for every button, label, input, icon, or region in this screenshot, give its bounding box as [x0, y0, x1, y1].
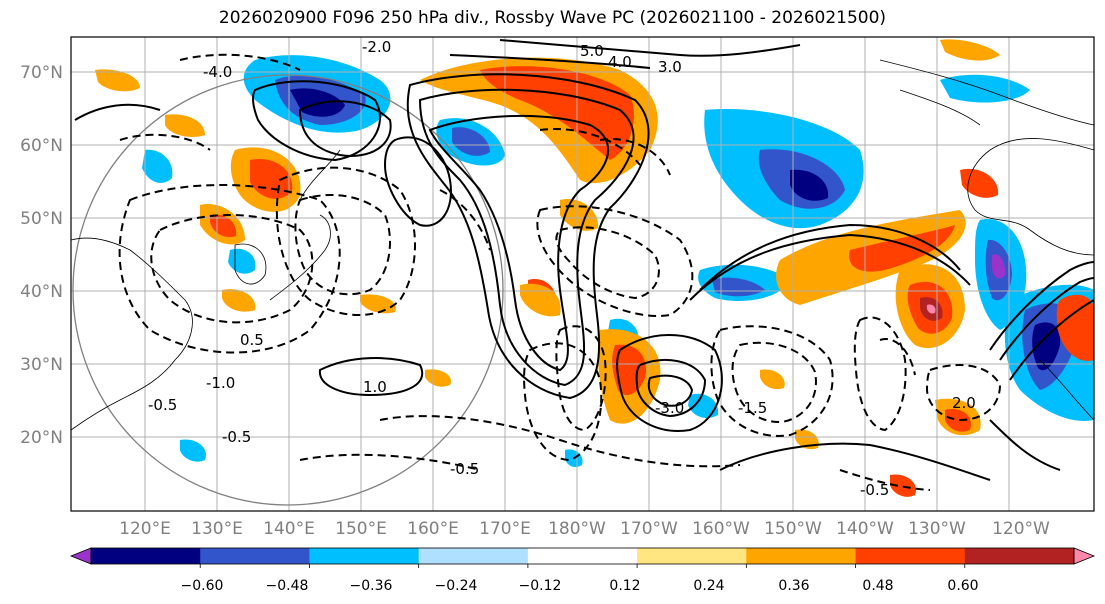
lon-label: 150°W [764, 519, 822, 539]
colorbar-frame [90, 547, 1075, 565]
contour-label: -4.0 [203, 63, 232, 81]
colorbar-extend-max [1073, 547, 1096, 565]
colorbar-segment [418, 548, 529, 564]
contour-label: 4.0 [608, 53, 632, 71]
lon-label: 120°E [119, 519, 171, 539]
coastlines [71, 59, 1094, 431]
contour-label: -1.5 [738, 399, 767, 417]
graticule [71, 37, 1094, 511]
lat-label: 20°N [20, 428, 63, 448]
colorbar-segment [527, 548, 638, 564]
lon-label: 170°W [620, 519, 678, 539]
longitude-labels: 120°E 130°E 140°E 150°E 160°E 170°E 180°… [119, 519, 1050, 539]
colorbar-segment [637, 548, 747, 564]
colorbar-segment [200, 548, 310, 564]
contour-label: -1.0 [206, 374, 235, 392]
lon-label: 160°W [692, 519, 750, 539]
latitude-labels: 70°N 60°N 50°N 40°N 30°N 20°N [20, 63, 63, 448]
contour-label: -0.5 [450, 460, 479, 478]
contour-label-layer: -2.0 -4.0 5.0 4.0 3.0 -1.0 1.0 -0.5 0.5 … [148, 38, 976, 499]
contour-label: 0.5 [240, 331, 264, 349]
colorbar-segment [746, 548, 857, 564]
colorbar-extend-min [69, 547, 92, 565]
contours-solid [74, 39, 1094, 481]
colorbar-segment [309, 548, 420, 564]
lat-label: 30°N [20, 355, 63, 375]
contour-label: -3.0 [655, 399, 684, 417]
colorbar-tick-label: 0.36 [778, 578, 809, 594]
contour-label: 5.0 [580, 42, 604, 60]
colorbar-tick-label: 0.60 [947, 578, 978, 594]
lat-label: 50°N [20, 209, 63, 229]
colorbar-tick-label: −0.24 [435, 578, 478, 594]
lon-label: 140°W [836, 519, 894, 539]
map-title: 2026020900 F096 250 hPa div., Rossby Wav… [218, 8, 887, 28]
lat-label: 70°N [20, 63, 63, 83]
map-field: -2.0 -4.0 5.0 4.0 3.0 -1.0 1.0 -0.5 0.5 … [71, 37, 1094, 511]
colorbar [69, 547, 1096, 568]
colorbar-tick-label: −0.36 [350, 578, 393, 594]
colorbar-segment [91, 548, 201, 564]
contours-dashed [118, 53, 1002, 491]
lon-label: 170°E [479, 519, 531, 539]
lon-label: 130°E [191, 519, 243, 539]
contour-label: -0.5 [860, 481, 889, 499]
map-frame [70, 36, 1095, 512]
contour-label: -0.5 [148, 396, 177, 414]
colorbar-tick-label: −0.12 [519, 578, 562, 594]
colorbar-tick-label: 0.12 [609, 578, 640, 594]
lon-label: 140°E [263, 519, 315, 539]
colorbar-tick-label: −0.60 [181, 578, 224, 594]
rossby-circle [72, 74, 504, 506]
lat-label: 60°N [20, 136, 63, 156]
lon-label: 150°E [335, 519, 387, 539]
contour-label: 3.0 [658, 58, 682, 76]
contour-label: -0.5 [222, 428, 251, 446]
lat-label: 40°N [20, 282, 63, 302]
lon-label: 120°W [992, 519, 1050, 539]
lon-label: 180°W [548, 519, 606, 539]
colorbar-segment [964, 548, 1075, 564]
lon-label: 160°E [407, 519, 459, 539]
colorbar-tick-label: −0.48 [266, 578, 309, 594]
colorbar-segment [855, 548, 966, 564]
contour-label: 1.0 [363, 378, 387, 396]
colorbar-tick-label: 0.24 [693, 578, 724, 594]
lon-label: 130°W [908, 519, 966, 539]
contour-label: 2.0 [952, 394, 976, 412]
contour-label: -2.0 [362, 38, 391, 56]
colorbar-labels: −0.60 −0.48 −0.36 −0.24 −0.12 0.12 0.24 … [181, 578, 979, 594]
colorbar-tick-label: 0.48 [862, 578, 893, 594]
